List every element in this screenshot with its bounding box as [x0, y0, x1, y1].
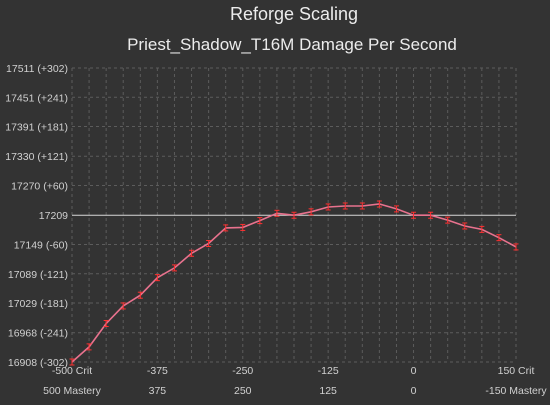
data-point — [274, 209, 280, 217]
x-secondary-tick-label: 125 — [319, 385, 337, 397]
y-tick-label: 17451 (+241) — [5, 92, 68, 104]
y-axis: 17511 (+302) 17451 (+241) 17391 (+181) 1733… — [5, 63, 68, 369]
data-point — [496, 234, 502, 242]
x-tick-label: -250 — [232, 365, 253, 377]
data-point — [120, 302, 126, 310]
data-point — [291, 211, 297, 219]
y-tick-label: 17270 (+60) — [11, 181, 68, 193]
series-layer — [69, 200, 519, 366]
data-point — [462, 222, 468, 230]
data-point — [376, 200, 382, 208]
data-point — [325, 203, 331, 211]
x-secondary-tick-label: 375 — [149, 385, 167, 397]
y-tick-label: 17149 (-60) — [14, 239, 68, 251]
data-point — [479, 225, 485, 233]
y-tick-label: 17391 (+181) — [5, 122, 68, 134]
data-point — [445, 216, 451, 224]
y-tick-label: 17330 (+121) — [5, 151, 68, 163]
data-point — [86, 343, 92, 351]
x-tick-label: 0 — [411, 365, 417, 377]
data-point — [171, 264, 177, 272]
y-tick-label: 16908 (-302) — [8, 357, 68, 369]
x-tick-label: -125 — [318, 365, 339, 377]
y-tick-label: 17511 (+302) — [6, 63, 68, 75]
x-axis: -500 Crit -375 -250 -125 0 150 Crit 500 Master… — [43, 365, 547, 397]
data-point — [308, 208, 314, 216]
data-point — [393, 205, 399, 213]
chart-title: Reforge Scaling — [230, 4, 358, 24]
data-point — [154, 274, 160, 282]
x-tick-label: -500 Crit — [52, 365, 92, 377]
x-tick-label: -375 — [147, 365, 168, 377]
x-secondary-tick-label: 0 — [411, 385, 417, 397]
x-tick-label: 150 Crit — [498, 365, 535, 377]
data-point — [189, 249, 195, 257]
data-point — [223, 224, 229, 232]
x-secondary-tick-label: -150 Mastery — [485, 385, 547, 397]
data-point — [411, 211, 417, 219]
y-tick-label: 17089 (-121) — [8, 269, 68, 281]
y-tick-label: 16968 (-241) — [8, 328, 68, 340]
y-tick-label: 17209 — [39, 210, 68, 222]
chart-subtitle: Priest_Shadow_T16M Damage Per Second — [127, 35, 457, 54]
data-point — [359, 202, 365, 210]
data-point — [342, 202, 348, 210]
data-point — [428, 211, 434, 219]
x-secondary-tick-label: 250 — [234, 385, 252, 397]
data-point — [103, 319, 109, 327]
data-point — [257, 217, 263, 225]
data-point — [513, 243, 519, 251]
data-point — [206, 240, 212, 248]
data-point — [240, 223, 246, 231]
y-tick-label: 17029 (-181) — [8, 298, 68, 310]
data-point — [137, 291, 143, 299]
data-point — [69, 358, 75, 366]
x-secondary-tick-label: 500 Mastery — [43, 385, 102, 397]
